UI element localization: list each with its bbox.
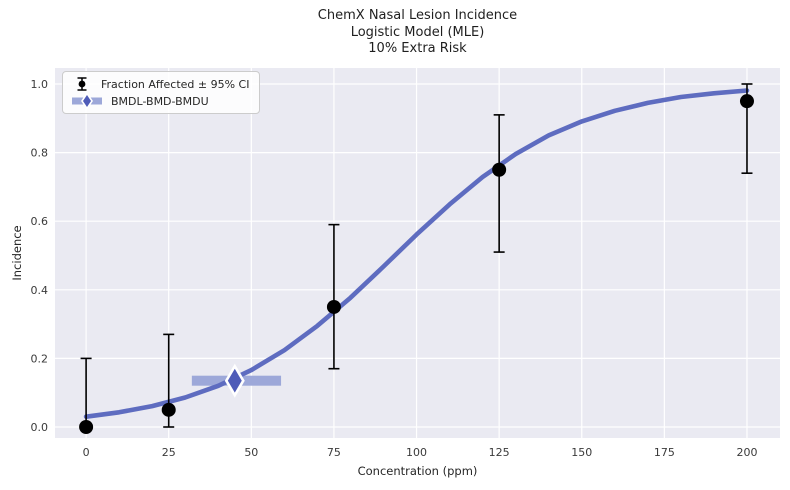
y-tick-label: 0.4 <box>31 284 49 297</box>
plot-background <box>55 68 780 438</box>
y-tick-label: 1.0 <box>31 78 49 91</box>
x-axis-label: Concentration (ppm) <box>357 464 478 478</box>
y-tick-label: 0.2 <box>31 352 49 365</box>
legend-label-bmd-interval: BMDL-BMD-BMDU <box>111 94 209 108</box>
legend-item-bmd-interval: BMDL-BMD-BMDU <box>71 93 249 109</box>
x-tick-label: 175 <box>654 446 675 459</box>
data-point <box>161 402 176 417</box>
data-point <box>326 299 341 314</box>
chart-title: ChemX Nasal Lesion Incidence Logistic Mo… <box>55 8 780 58</box>
x-tick-label: 0 <box>83 446 90 459</box>
y-axis-label: Incidence <box>10 225 24 281</box>
chart-title-line-1: ChemX Nasal Lesion Incidence <box>317 8 518 23</box>
x-tick-label: 200 <box>736 446 757 459</box>
x-tick-label: 50 <box>244 446 258 459</box>
chart-title-line-3: 10% Extra Risk <box>368 41 467 56</box>
data-point <box>739 94 754 109</box>
y-tick-label: 0.8 <box>31 147 49 160</box>
legend-item-fraction-affected: Fraction Affected ± 95% CI <box>71 76 249 92</box>
bmd-interval-icon <box>72 93 102 109</box>
errorbar-icon <box>77 77 87 91</box>
y-tick-label: 0.0 <box>31 421 49 434</box>
x-tick-label: 75 <box>327 446 341 459</box>
legend: Fraction Affected ± 95% CI BMDL-BMD-BMDU <box>62 71 261 114</box>
x-tick-label: 150 <box>571 446 592 459</box>
data-point <box>492 162 507 177</box>
x-tick-label: 125 <box>489 446 510 459</box>
bmd-diamond <box>224 363 245 398</box>
logistic-model-curve <box>83 88 750 419</box>
y-tick-label: 0.6 <box>31 215 49 228</box>
x-tick-label: 100 <box>406 446 427 459</box>
chart-title-line-2: Logistic Model (MLE) <box>350 24 485 40</box>
data-point <box>79 420 94 434</box>
legend-label-fraction-affected: Fraction Affected ± 95% CI <box>101 77 250 91</box>
x-tick-label: 25 <box>162 446 176 459</box>
